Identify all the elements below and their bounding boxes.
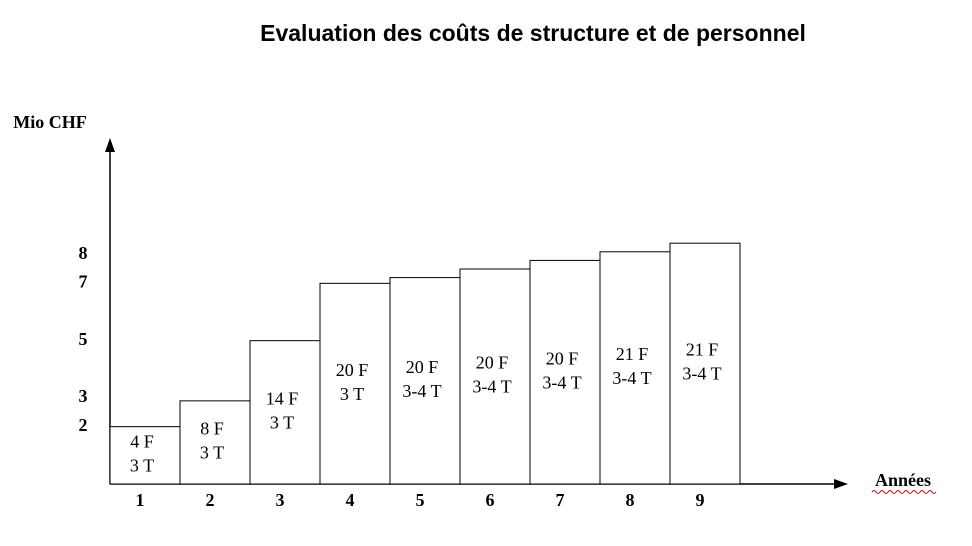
bar-label: 21 F <box>686 340 719 360</box>
x-tick-label: 4 <box>346 490 355 510</box>
bar-label: 21 F <box>616 344 649 364</box>
y-axis-arrow <box>105 138 115 152</box>
y-tick-label: 3 <box>79 386 88 406</box>
x-axis-arrow <box>834 479 848 489</box>
bar-label: 3-4 T <box>472 377 511 397</box>
bar <box>109 426 181 485</box>
bar <box>529 259 601 485</box>
y-tick-label: 2 <box>79 415 88 435</box>
bar-label: 20 F <box>476 353 509 373</box>
x-tick-label: 9 <box>696 490 705 510</box>
x-tick-label: 1 <box>136 490 145 510</box>
x-tick-label: 7 <box>556 490 565 510</box>
bar <box>599 251 671 485</box>
bar-label: 3 T <box>130 455 154 475</box>
chart-title: Evaluation des coûts de structure et de … <box>260 20 806 46</box>
x-tick-label: 6 <box>486 490 495 510</box>
bar-label: 3-4 T <box>542 372 581 392</box>
bar-label: 20 F <box>546 348 579 368</box>
bar-label: 20 F <box>336 360 369 380</box>
bar-label: 3 T <box>270 412 294 432</box>
y-axis-label: Mio CHF <box>13 112 87 132</box>
bar-label: 14 F <box>266 388 299 408</box>
bar <box>179 400 251 485</box>
y-tick-label: 8 <box>79 243 88 263</box>
bar-label: 3 T <box>200 443 224 463</box>
bar-label: 8 F <box>200 419 224 439</box>
y-tick-label: 5 <box>79 329 88 349</box>
bar-label: 3-4 T <box>402 381 441 401</box>
bar-label: 3-4 T <box>612 368 651 388</box>
bar <box>669 242 741 485</box>
bar <box>319 282 391 485</box>
bar-label: 4 F <box>130 431 154 451</box>
bar-label: 20 F <box>406 357 439 377</box>
spellcheck-underline <box>871 490 937 494</box>
y-tick-label: 7 <box>79 271 88 291</box>
bar-label: 3 T <box>340 384 364 404</box>
x-tick-label: 5 <box>416 490 425 510</box>
x-tick-label: 8 <box>626 490 635 510</box>
bar <box>249 340 321 485</box>
bar-label: 3-4 T <box>682 364 721 384</box>
x-tick-label: 2 <box>206 490 215 510</box>
bar <box>459 268 531 485</box>
x-axis-label: Années <box>875 470 931 490</box>
x-tick-label: 3 <box>276 490 285 510</box>
